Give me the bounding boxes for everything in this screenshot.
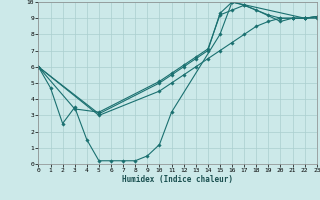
- X-axis label: Humidex (Indice chaleur): Humidex (Indice chaleur): [122, 175, 233, 184]
